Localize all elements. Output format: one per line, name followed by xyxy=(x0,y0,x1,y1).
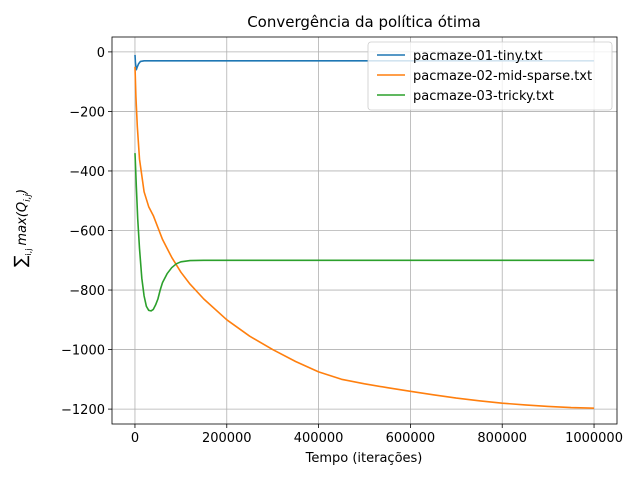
y-axis-label: ∑i,jmax(Qi,j) xyxy=(11,189,33,267)
x-tick-label: 400000 xyxy=(294,431,344,446)
plot-frame xyxy=(111,36,618,425)
y-tick-label: −200 xyxy=(69,105,105,120)
legend-label-1: pacmaze-01-tiny.txt xyxy=(413,49,543,64)
series-line-2 xyxy=(134,66,595,409)
y-axis-label-sum: ∑ xyxy=(11,255,31,267)
legend-label-3: pacmaze-03-tricky.txt xyxy=(413,89,554,104)
x-axis-label: Tempo (iterações) xyxy=(305,451,423,466)
y-tick-label: −800 xyxy=(69,284,105,299)
legend-label-2: pacmaze-02-mid-sparse.txt xyxy=(413,69,592,84)
x-tick-label: 200000 xyxy=(202,431,252,446)
legend: pacmaze-01-tiny.txt pacmaze-02-mid-sparse… xyxy=(367,41,613,111)
y-tick-label: −600 xyxy=(69,225,105,240)
plot-area xyxy=(134,54,595,409)
svg-text:∑i,jmax(Qi,j): ∑i,jmax(Qi,j) xyxy=(11,189,33,267)
series-line-3 xyxy=(134,153,594,312)
axes xyxy=(108,36,618,428)
x-tick-label: 600000 xyxy=(386,431,436,446)
y-tick-label: 0 xyxy=(97,46,105,61)
y-axis-label-sum-subscript: i,j xyxy=(24,249,33,256)
y-tick-label: −1200 xyxy=(61,403,105,418)
chart-title: Convergência da política ótima xyxy=(247,13,481,31)
x-tick-label: 0 xyxy=(131,431,139,446)
legend-box xyxy=(367,41,613,111)
y-axis-label-body-subscript: i,j xyxy=(23,194,33,202)
y-tick-label: −1000 xyxy=(61,344,105,359)
y-axis-label-body-close: ) xyxy=(15,189,30,195)
series-line-1 xyxy=(134,54,594,71)
y-axis-label-body: max(Q xyxy=(15,202,30,246)
x-tick-label: 1000000 xyxy=(565,431,623,446)
x-tick-label: 800000 xyxy=(477,431,527,446)
y-tick-label: −400 xyxy=(69,165,105,180)
tick-labels: 0 200000 400000 600000 800000 1000000 0 −200 −40… xyxy=(61,46,623,446)
